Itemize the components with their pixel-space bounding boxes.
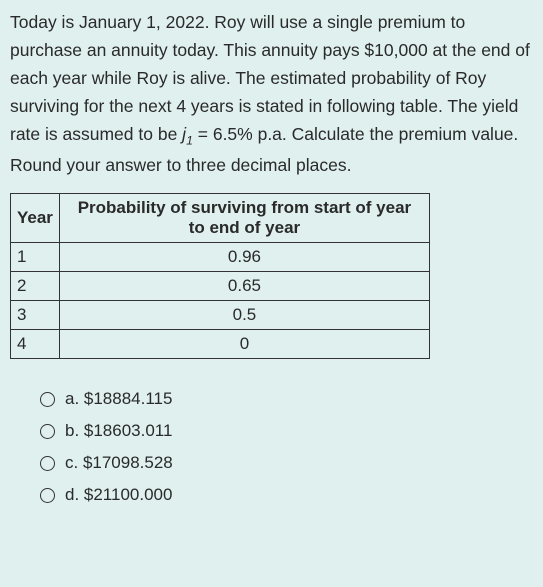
option-c[interactable]: c. $17098.528 — [40, 453, 533, 473]
option-label: c. $17098.528 — [65, 453, 173, 473]
table-row: 4 0 — [11, 330, 430, 359]
table-row: 1 0.96 — [11, 243, 430, 272]
radio-icon[interactable] — [40, 392, 55, 407]
header-year: Year — [11, 194, 60, 243]
table-header-row: Year Probability of surviving from start… — [11, 194, 430, 243]
radio-icon[interactable] — [40, 424, 55, 439]
probability-table: Year Probability of surviving from start… — [10, 193, 430, 359]
option-d[interactable]: d. $21100.000 — [40, 485, 533, 505]
cell-prob: 0 — [59, 330, 429, 359]
table-row: 2 0.65 — [11, 272, 430, 301]
option-label: a. $18884.115 — [65, 389, 172, 409]
cell-year: 1 — [11, 243, 60, 272]
table-row: 3 0.5 — [11, 301, 430, 330]
cell-prob: 0.96 — [59, 243, 429, 272]
header-prob: Probability of surviving from start of y… — [59, 194, 429, 243]
radio-icon[interactable] — [40, 488, 55, 503]
question-text: Today is January 1, 2022. Roy will use a… — [10, 8, 533, 179]
question-variable: j1 — [182, 124, 193, 144]
option-label: b. $18603.011 — [65, 421, 172, 441]
cell-prob: 0.5 — [59, 301, 429, 330]
radio-icon[interactable] — [40, 456, 55, 471]
option-a[interactable]: a. $18884.115 — [40, 389, 533, 409]
cell-year: 2 — [11, 272, 60, 301]
answer-options: a. $18884.115 b. $18603.011 c. $17098.52… — [10, 389, 533, 505]
cell-prob: 0.65 — [59, 272, 429, 301]
option-label: d. $21100.000 — [65, 485, 172, 505]
option-b[interactable]: b. $18603.011 — [40, 421, 533, 441]
cell-year: 4 — [11, 330, 60, 359]
cell-year: 3 — [11, 301, 60, 330]
